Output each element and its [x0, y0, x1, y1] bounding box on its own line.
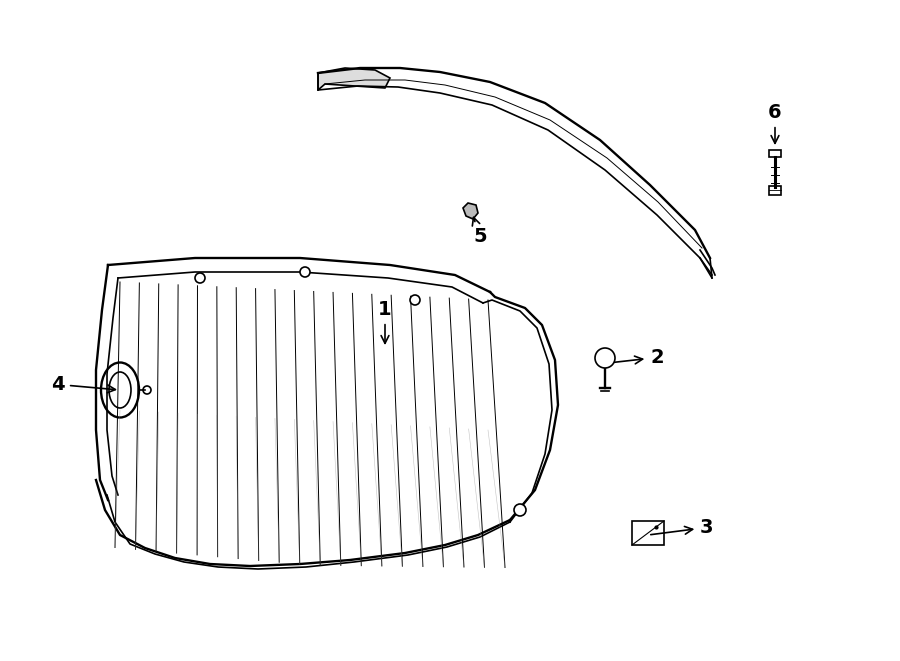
Circle shape [143, 386, 151, 394]
Circle shape [514, 504, 526, 516]
Text: 6: 6 [769, 103, 782, 143]
Text: 2: 2 [611, 348, 663, 367]
Ellipse shape [109, 372, 131, 408]
Text: 4: 4 [51, 375, 115, 394]
Circle shape [195, 273, 205, 283]
Circle shape [410, 295, 420, 305]
Bar [769, 186, 781, 195]
Polygon shape [632, 521, 664, 545]
Text: 1: 1 [378, 300, 392, 343]
Text: 5: 5 [472, 217, 487, 246]
Circle shape [595, 348, 615, 368]
Text: 3: 3 [651, 518, 714, 537]
Polygon shape [318, 68, 390, 90]
Polygon shape [463, 203, 478, 219]
Circle shape [300, 267, 310, 277]
Ellipse shape [101, 362, 139, 418]
Bar [769, 150, 781, 157]
